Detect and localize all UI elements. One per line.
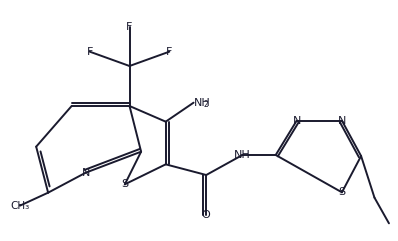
Text: 2: 2 (203, 100, 208, 109)
Text: O: O (202, 210, 211, 220)
Text: F: F (86, 47, 93, 57)
Text: CH₃: CH₃ (10, 201, 29, 211)
Text: N: N (293, 116, 301, 126)
Text: F: F (126, 22, 133, 32)
Text: S: S (338, 187, 345, 197)
Text: N: N (338, 116, 346, 126)
Text: S: S (121, 179, 129, 189)
Text: NH: NH (234, 150, 251, 160)
Text: NH: NH (193, 98, 210, 108)
Text: N: N (82, 168, 90, 178)
Text: F: F (166, 47, 172, 57)
